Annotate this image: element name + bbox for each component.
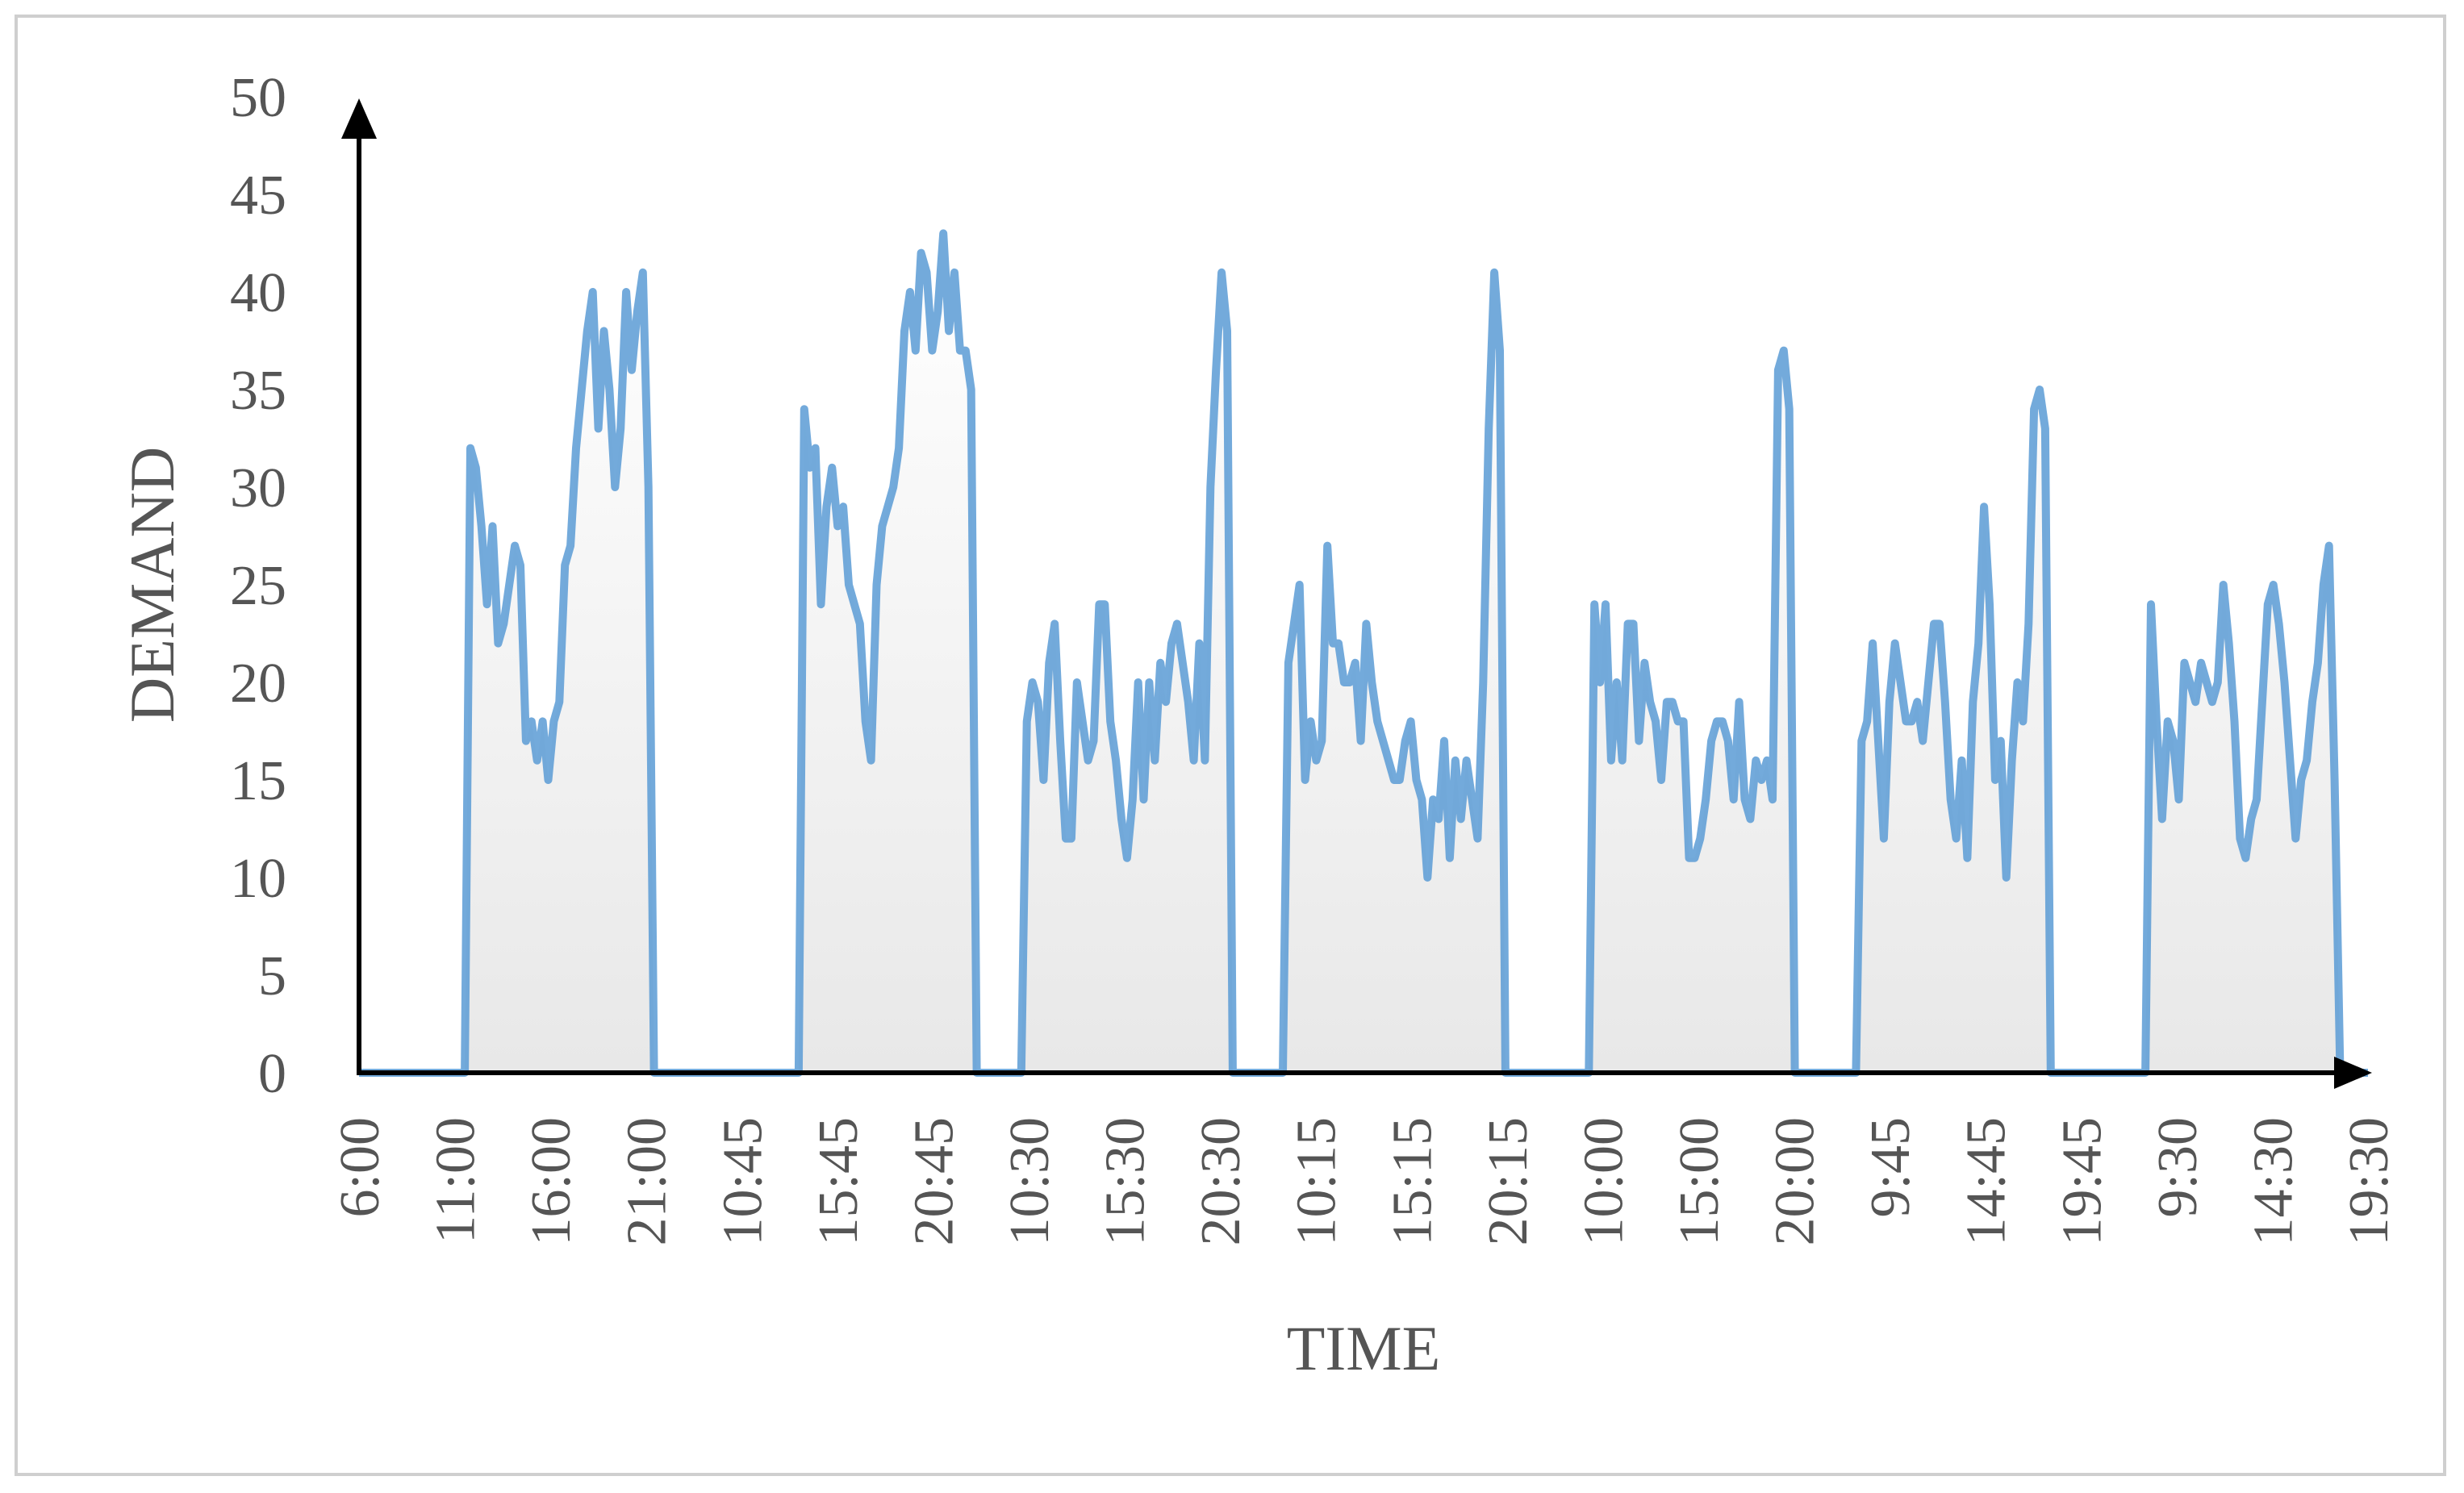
x-tick-label: 10:45: [712, 1117, 774, 1245]
x-tick-label: 15:15: [1381, 1117, 1443, 1245]
x-tick-label: 15:30: [1095, 1117, 1157, 1245]
y-tick-label: 20: [230, 653, 286, 715]
y-tick-label: 10: [230, 848, 286, 910]
x-tick-label: 19:30: [2338, 1117, 2400, 1245]
x-tick-label: 9:30: [2147, 1117, 2209, 1217]
x-tick-label: 20:45: [903, 1117, 965, 1245]
demand-series-area: [359, 233, 2368, 1073]
x-tick-label: 10:30: [999, 1117, 1061, 1245]
x-tick-label: 15:45: [808, 1117, 870, 1245]
x-axis-arrowhead: [2334, 1057, 2372, 1089]
x-tick-label: 16:00: [520, 1117, 583, 1245]
x-tick-label: 14:45: [1956, 1117, 2018, 1245]
x-tick-label: 9:45: [1860, 1117, 1922, 1217]
y-tick-label: 45: [230, 165, 286, 227]
x-tick-label: 14:30: [2242, 1117, 2304, 1245]
y-tick-label: 0: [258, 1043, 286, 1105]
y-tick-label: 25: [230, 555, 286, 617]
y-tick-label: 40: [230, 262, 286, 324]
x-tick-label: 19:45: [2051, 1117, 2113, 1245]
x-tick-label: 20:15: [1477, 1117, 1539, 1245]
x-tick-label: 10:00: [1572, 1117, 1635, 1245]
y-axis-arrowhead: [341, 98, 377, 139]
y-tick-labels: 0 5 10 15 20 25 30 35 40 45 50: [230, 67, 286, 1105]
x-tick-label: 20:00: [1764, 1117, 1827, 1245]
y-tick-label: 5: [258, 945, 286, 1007]
x-tick-labels: 6:00 11:00 16:00 21:00 10:45 15:45 20:45 10:30 1…: [329, 1117, 2400, 1245]
x-axis-title: TIME: [1287, 1313, 1441, 1383]
x-tick-label: 11:00: [425, 1117, 487, 1244]
x-tick-label: 15:00: [1668, 1117, 1731, 1245]
x-tick-label: 21:00: [616, 1117, 679, 1245]
y-tick-label: 15: [230, 750, 286, 812]
y-tick-label: 35: [230, 360, 286, 422]
x-tick-label: 20:30: [1190, 1117, 1252, 1245]
x-tick-label: 6:00: [329, 1117, 391, 1217]
y-tick-label: 30: [230, 457, 286, 519]
x-tick-label: 10:15: [1286, 1117, 1348, 1245]
y-tick-label: 50: [230, 67, 286, 129]
y-axis-title: DEMAND: [117, 447, 187, 723]
